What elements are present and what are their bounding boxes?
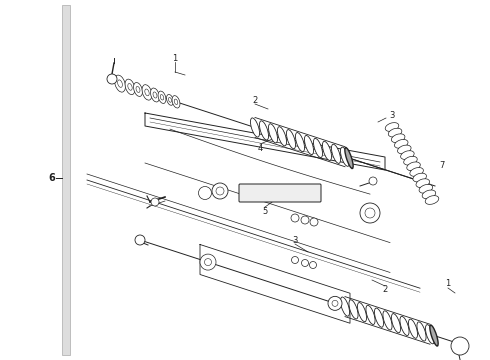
Ellipse shape — [118, 80, 122, 87]
Ellipse shape — [172, 96, 180, 108]
Ellipse shape — [115, 75, 125, 92]
Ellipse shape — [145, 89, 149, 96]
Ellipse shape — [167, 94, 173, 105]
Ellipse shape — [365, 208, 375, 218]
Circle shape — [107, 74, 117, 84]
Ellipse shape — [374, 308, 384, 327]
Ellipse shape — [128, 84, 132, 90]
Ellipse shape — [425, 325, 435, 344]
Ellipse shape — [401, 151, 414, 159]
Text: 4: 4 — [257, 144, 263, 153]
Ellipse shape — [134, 82, 143, 96]
Ellipse shape — [360, 203, 380, 223]
Ellipse shape — [287, 130, 295, 149]
Ellipse shape — [250, 118, 260, 137]
Ellipse shape — [136, 86, 140, 93]
Text: 7: 7 — [440, 161, 445, 170]
Text: 1: 1 — [445, 279, 451, 288]
Ellipse shape — [341, 297, 349, 316]
Text: 2: 2 — [382, 285, 388, 294]
Text: 3: 3 — [293, 235, 298, 244]
Text: 2: 2 — [252, 95, 258, 104]
Ellipse shape — [349, 300, 358, 319]
Ellipse shape — [388, 128, 402, 137]
Text: 5: 5 — [262, 207, 268, 216]
Ellipse shape — [383, 311, 392, 330]
Ellipse shape — [392, 314, 400, 333]
Ellipse shape — [417, 322, 426, 341]
Ellipse shape — [260, 121, 269, 140]
Ellipse shape — [301, 260, 309, 266]
Ellipse shape — [158, 91, 166, 103]
Text: 3: 3 — [390, 111, 394, 120]
Ellipse shape — [212, 183, 228, 199]
Ellipse shape — [397, 145, 411, 154]
Ellipse shape — [416, 179, 430, 188]
Circle shape — [151, 198, 159, 206]
Circle shape — [369, 177, 377, 185]
Bar — [62, 5, 70, 355]
Ellipse shape — [430, 325, 438, 346]
Ellipse shape — [301, 216, 309, 224]
Ellipse shape — [125, 79, 135, 95]
Circle shape — [451, 337, 469, 355]
Ellipse shape — [277, 127, 287, 146]
Ellipse shape — [291, 214, 299, 222]
Ellipse shape — [304, 135, 314, 154]
Ellipse shape — [394, 139, 408, 148]
Ellipse shape — [345, 148, 353, 168]
Ellipse shape — [410, 167, 423, 176]
Ellipse shape — [331, 144, 341, 163]
Ellipse shape — [366, 305, 375, 324]
Ellipse shape — [169, 98, 171, 102]
Ellipse shape — [422, 190, 436, 199]
Ellipse shape — [332, 300, 338, 306]
Ellipse shape — [292, 256, 298, 264]
Ellipse shape — [310, 218, 318, 226]
Text: 1: 1 — [172, 54, 178, 63]
Ellipse shape — [198, 186, 212, 199]
Ellipse shape — [200, 254, 216, 270]
Ellipse shape — [142, 85, 152, 100]
Ellipse shape — [419, 184, 433, 193]
FancyBboxPatch shape — [239, 184, 321, 202]
Ellipse shape — [400, 316, 409, 336]
Ellipse shape — [409, 319, 417, 338]
Ellipse shape — [160, 95, 164, 100]
Ellipse shape — [404, 156, 417, 165]
Ellipse shape — [413, 173, 426, 182]
Ellipse shape — [150, 88, 159, 102]
Ellipse shape — [216, 187, 224, 195]
Ellipse shape — [385, 123, 399, 131]
Ellipse shape — [407, 162, 420, 171]
Ellipse shape — [295, 132, 305, 152]
Ellipse shape — [314, 138, 322, 158]
Text: 6: 6 — [49, 173, 55, 183]
Ellipse shape — [425, 195, 439, 204]
Circle shape — [135, 235, 145, 245]
Ellipse shape — [341, 147, 349, 166]
Ellipse shape — [322, 141, 332, 161]
Ellipse shape — [310, 261, 317, 269]
Ellipse shape — [269, 124, 277, 143]
Ellipse shape — [328, 296, 342, 310]
Ellipse shape — [358, 302, 367, 322]
Ellipse shape — [174, 99, 178, 104]
Ellipse shape — [392, 134, 405, 143]
Ellipse shape — [153, 92, 157, 98]
Ellipse shape — [204, 258, 212, 266]
